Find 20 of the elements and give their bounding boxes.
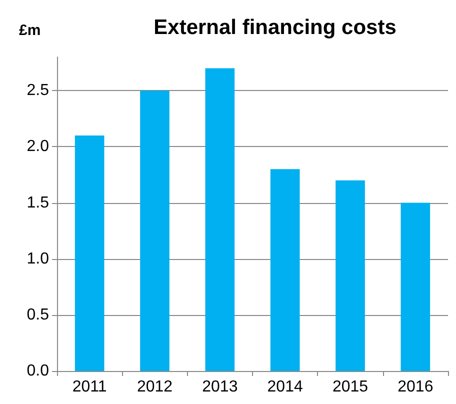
bar <box>205 68 235 371</box>
bar <box>140 90 170 371</box>
y-axis-title: £m <box>19 22 41 39</box>
bar <box>74 136 104 371</box>
bar <box>270 169 300 371</box>
y-tick-label: 1.0 <box>26 250 50 268</box>
y-tick-label: 0.5 <box>26 306 50 324</box>
x-tick-label: 2011 <box>72 378 107 396</box>
y-tick-label: 1.5 <box>26 194 50 212</box>
y-tick-label: 2.5 <box>26 82 50 100</box>
chart-title: External financing costs <box>154 16 396 39</box>
bar <box>336 180 365 371</box>
x-tick-label: 2014 <box>267 378 303 396</box>
x-tick-label: 2016 <box>398 378 434 396</box>
x-tick-label: 2015 <box>332 378 368 396</box>
x-tick-label: 2012 <box>136 378 173 396</box>
y-tick-label: 0.0 <box>26 362 50 380</box>
y-tick-label: 2.0 <box>26 138 50 156</box>
bar <box>400 202 430 371</box>
x-tick-label: 2013 <box>202 378 238 396</box>
